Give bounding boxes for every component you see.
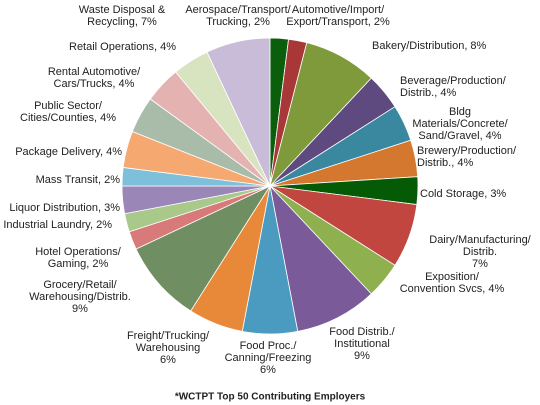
slice-label-line: Bldg: [449, 106, 471, 118]
slice-label-line: Grocery/Retail/: [43, 279, 117, 291]
slice-label: Bldg Materials/Concrete/Sand/Gravel, 4%: [412, 106, 508, 142]
slice-label-line: Cold Storage, 3%: [420, 188, 506, 200]
slice-label: Food Distrib./Institutional 9%: [329, 326, 395, 362]
slice-label-line: Brewery/Production/: [417, 145, 517, 157]
slice-label-line: Materials/Concrete/: [412, 118, 508, 130]
slice-label-line: Cities/Counties, 4%: [20, 112, 116, 124]
slice-label-line: Trucking, 2%: [206, 16, 270, 28]
slice-label-line: Canning/Freezing: [225, 352, 312, 364]
slice-label: Mass Transit, 2%: [36, 174, 121, 186]
slice-label: Bakery/Distribution, 8%: [372, 40, 487, 52]
slice-label-line: 9%: [72, 303, 88, 315]
slice-label: Food Proc./Canning/Freezing 6%: [225, 340, 312, 376]
slice-label-line: Distrib.: [463, 246, 497, 258]
slice-label-line: Liquor Distribution, 3%: [9, 202, 120, 214]
slice-label-line: Retail Operations, 4%: [69, 41, 176, 53]
slice-label-line: 9%: [354, 350, 370, 362]
slice-label-line: Sand/Gravel, 4%: [418, 130, 501, 142]
slice-label-line: Bakery/Distribution, 8%: [372, 40, 487, 52]
slice-label: Aerospace/Transport/Trucking, 2%: [185, 4, 291, 28]
slice-label-line: Gaming, 2%: [48, 258, 109, 270]
slice-label: Automotive/Import/Export/Transport, 2%: [286, 4, 390, 28]
slice-label-line: Distrib., 4%: [417, 157, 473, 169]
slice-label-line: 7%: [472, 258, 488, 270]
slice-label-line: Beverage/Production/: [400, 75, 507, 87]
slice-label-line: Dairy/Manufacturing/: [429, 234, 531, 246]
slice-label: Industrial Laundry, 2%: [3, 219, 112, 231]
pie-slice: [206, 37, 271, 187]
slice-label-line: Package Delivery, 4%: [15, 146, 122, 158]
slice-label: Dairy/Manufacturing/Distrib. 7%: [429, 234, 531, 270]
slice-label-line: Distrib., 4%: [400, 87, 456, 99]
slice-label: Retail Operations, 4%: [69, 41, 176, 53]
slice-label: Hotel Operations/Gaming, 2%: [35, 246, 122, 270]
slice-label-line: Warehousing: [136, 342, 200, 354]
slice-label: Freight/Trucking/Warehousing 6%: [127, 330, 210, 366]
slice-label-line: Exposition/: [425, 271, 480, 283]
slice-label-line: Warehousing/Distrib.: [29, 291, 131, 303]
slice-label-line: Institutional: [334, 338, 390, 350]
pie-slice: [269, 184, 372, 332]
slice-label: Waste Disposal & Recycling, 7%: [79, 4, 166, 28]
slice-label-line: Recycling, 7%: [87, 16, 157, 28]
slice-label: Package Delivery, 4%: [15, 146, 122, 158]
slice-label-line: Mass Transit, 2%: [36, 174, 121, 186]
slice-label-line: Rental Automotive/: [48, 66, 141, 78]
slice-label-line: Freight/Trucking/: [127, 330, 210, 342]
slice-label: Cold Storage, 3%: [420, 188, 506, 200]
slice-label: Liquor Distribution, 3%: [9, 202, 120, 214]
footnote: *WCTPT Top 50 Contributing Employers: [175, 392, 366, 403]
slice-label-line: Hotel Operations/: [35, 246, 122, 258]
slice-label-line: Public Sector/: [34, 100, 103, 112]
slice-label-line: Food Distrib./: [329, 326, 395, 338]
slice-label-line: 6%: [260, 364, 276, 376]
slice-label: Rental Automotive/Cars/Trucks, 4%: [48, 66, 141, 90]
slice-label-line: 6%: [160, 354, 176, 366]
slice-label-line: Export/Transport, 2%: [286, 16, 390, 28]
pie-slice: [135, 185, 272, 312]
slice-label-line: Cars/Trucks, 4%: [54, 78, 135, 90]
slice-label-line: Industrial Laundry, 2%: [3, 219, 112, 231]
slice-label: Beverage/Production/Distrib., 4%: [400, 75, 507, 99]
slice-label-line: Food Proc./: [240, 340, 298, 352]
slice-label-line: Waste Disposal &: [79, 4, 166, 16]
slice-label-line: Aerospace/Transport/: [185, 4, 291, 16]
slice-label: Public Sector/Cities/Counties, 4%: [20, 100, 116, 124]
slice-label: Exposition/Convention Svcs, 4%: [400, 271, 505, 295]
slice-label-line: Convention Svcs, 4%: [400, 283, 505, 295]
slice-label-line: Automotive/Import/: [292, 4, 385, 16]
slice-label: Brewery/Production/Distrib., 4%: [417, 145, 517, 169]
slice-label: Grocery/Retail/Warehousing/Distrib. 9%: [29, 279, 131, 315]
